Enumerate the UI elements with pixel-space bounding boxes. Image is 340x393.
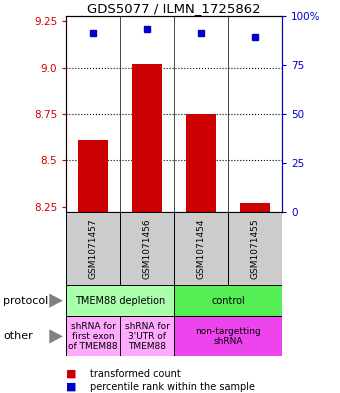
- Bar: [120, 212, 174, 285]
- Text: shRNA for
first exon
of TMEM88: shRNA for first exon of TMEM88: [68, 321, 118, 351]
- Text: GSM1071455: GSM1071455: [251, 218, 260, 279]
- Text: GSM1071457: GSM1071457: [89, 218, 98, 279]
- Text: GSM1071454: GSM1071454: [197, 219, 206, 279]
- Bar: [66, 285, 174, 316]
- Polygon shape: [49, 329, 63, 343]
- Bar: [120, 316, 174, 356]
- Text: percentile rank within the sample: percentile rank within the sample: [90, 382, 255, 392]
- Text: ■: ■: [66, 369, 77, 379]
- Text: control: control: [211, 296, 245, 306]
- Bar: [240, 203, 270, 212]
- Text: GSM1071456: GSM1071456: [143, 218, 152, 279]
- Bar: [66, 212, 120, 285]
- Text: shRNA for
3'UTR of
TMEM88: shRNA for 3'UTR of TMEM88: [125, 321, 170, 351]
- Polygon shape: [49, 294, 63, 308]
- Bar: [186, 114, 216, 212]
- Bar: [174, 316, 282, 356]
- Text: non-targetting
shRNA: non-targetting shRNA: [195, 327, 261, 346]
- Bar: [228, 212, 282, 285]
- Bar: [174, 212, 228, 285]
- Bar: [174, 285, 282, 316]
- Text: other: other: [3, 331, 33, 342]
- Text: ■: ■: [66, 382, 77, 392]
- Text: transformed count: transformed count: [90, 369, 181, 379]
- Bar: [79, 140, 108, 212]
- Text: protocol: protocol: [3, 296, 49, 306]
- Title: GDS5077 / ILMN_1725862: GDS5077 / ILMN_1725862: [87, 2, 261, 15]
- Bar: [66, 316, 120, 356]
- Text: TMEM88 depletion: TMEM88 depletion: [75, 296, 165, 306]
- Bar: [132, 64, 162, 212]
